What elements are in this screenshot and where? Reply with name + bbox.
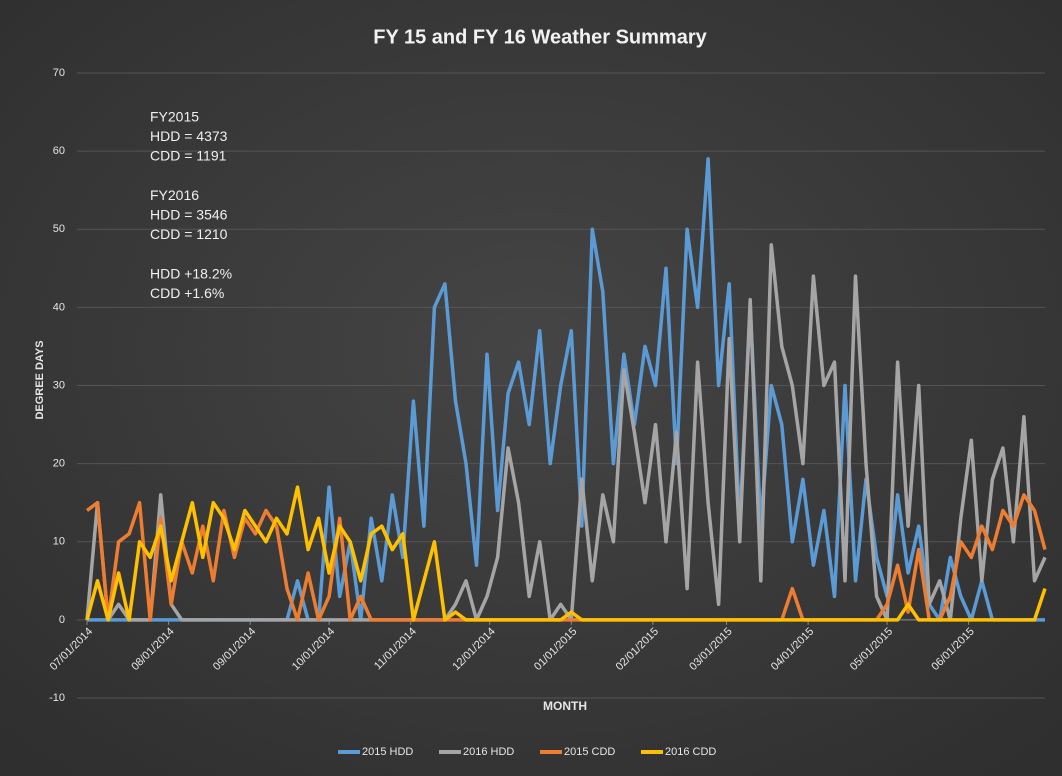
annotation: HDD = 3546: [150, 207, 228, 223]
series-line: [85, 493, 1047, 622]
annotation: HDD +18.2%: [150, 266, 232, 282]
y-tick-label: 50: [53, 223, 65, 235]
annotation: CDD = 1191: [150, 148, 227, 164]
x-axis-label: MONTH: [543, 699, 587, 713]
annotation: CDD +1.6%: [150, 285, 224, 301]
series-line: [85, 243, 1047, 622]
y-tick-label: 30: [53, 379, 65, 391]
legend-label: 2016 CDD: [665, 746, 716, 758]
y-axis-label: DEGREE DAYS: [34, 340, 46, 419]
annotation: HDD = 4373: [150, 128, 228, 144]
legend-label: 2015 HDD: [362, 746, 413, 758]
y-tick-label: 0: [59, 614, 65, 626]
y-tick-label: 20: [53, 458, 65, 470]
chart-title: FY 15 and FY 16 Weather Summary: [373, 26, 707, 48]
legend-label: 2016 HDD: [463, 746, 514, 758]
y-tick-label: 40: [53, 301, 65, 313]
y-tick-label: 60: [53, 145, 65, 157]
annotation: FY2015: [150, 109, 199, 125]
legend-label: 2015 CDD: [564, 746, 615, 758]
annotation: CDD = 1210: [150, 226, 228, 242]
y-tick-label: 10: [53, 536, 65, 548]
series-line: [85, 485, 1047, 622]
y-tick-label: 70: [53, 67, 65, 79]
annotation: FY2016: [150, 187, 199, 203]
y-tick-label: -10: [49, 692, 65, 704]
